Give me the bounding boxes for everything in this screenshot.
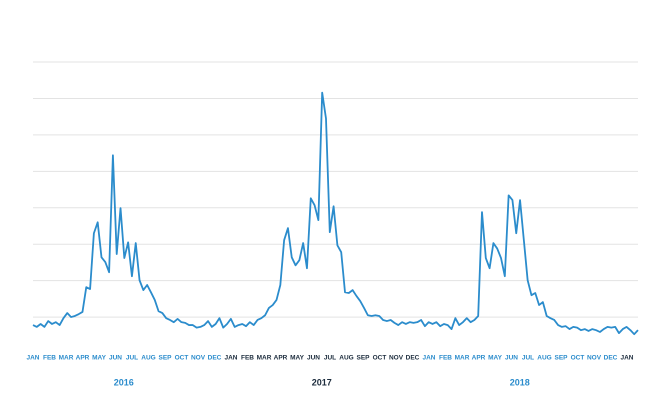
x-tick-label: DEC: [406, 355, 420, 362]
x-tick-label: MAR: [59, 355, 74, 362]
year-label: 2016: [114, 377, 134, 387]
x-tick-label: JUN: [307, 355, 320, 362]
x-tick-label: AUG: [141, 355, 155, 362]
x-tick-label: NOV: [389, 355, 404, 362]
x-tick-label: MAR: [455, 355, 470, 362]
x-tick-label: OCT: [373, 355, 387, 362]
x-tick-label: APR: [274, 355, 288, 362]
x-tick-label: JUL: [126, 355, 138, 362]
x-tick-label: MAR: [257, 355, 272, 362]
x-tick-label: MAY: [92, 355, 107, 362]
x-tick-label: DEC: [208, 355, 222, 362]
x-tick-label: AUG: [537, 355, 551, 362]
x-tick-label: APR: [76, 355, 90, 362]
x-tick-label: SEP: [554, 355, 568, 362]
x-tick-label: MAY: [290, 355, 305, 362]
x-tick-label: APR: [472, 355, 486, 362]
x-tick-label: JUL: [522, 355, 534, 362]
x-tick-label: JUL: [324, 355, 336, 362]
x-tick-label: JUN: [109, 355, 122, 362]
x-tick-label: AUG: [339, 355, 353, 362]
x-tick-label: FEB: [43, 355, 56, 362]
x-tick-label: JAN: [224, 355, 237, 362]
x-tick-label: NOV: [587, 355, 602, 362]
x-tick-label: FEB: [241, 355, 254, 362]
x-tick-label: JUN: [505, 355, 518, 362]
x-tick-label: JAN: [422, 355, 435, 362]
x-tick-label: OCT: [571, 355, 585, 362]
x-tick-label: OCT: [175, 355, 189, 362]
x-tick-label: DEC: [604, 355, 618, 362]
x-tick-label: JAN: [620, 355, 633, 362]
x-tick-label: NOV: [191, 355, 206, 362]
year-label: 2017: [312, 377, 332, 387]
x-tick-label: SEP: [158, 355, 172, 362]
year-label: 2018: [510, 377, 530, 387]
x-tick-label: FEB: [439, 355, 452, 362]
x-tick-label: SEP: [356, 355, 370, 362]
line: [32, 91, 639, 336]
x-tick-label: JAN: [26, 355, 39, 362]
x-tick-label: MAY: [488, 355, 503, 362]
